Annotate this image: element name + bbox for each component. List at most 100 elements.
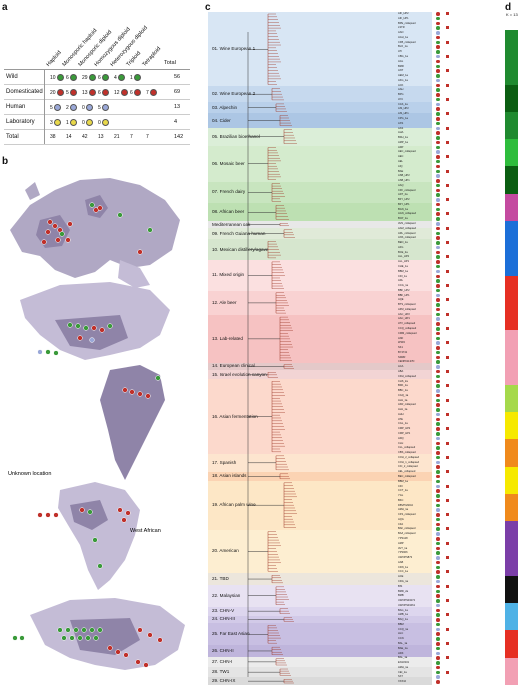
isolate-marker [436,622,440,627]
leaf-label: CCQ_1a [398,627,409,631]
isolate-marker [436,627,440,632]
isolate-marker [436,350,440,355]
leaf-label: CMP_HP2 [398,427,411,431]
isolate-marker-secondary [446,83,449,87]
table-cell: 4 [114,74,125,81]
isolate-dot [157,637,163,643]
leaf-label: COH_2_collapsed [398,455,420,459]
isolate-marker-secondary [446,179,449,182]
isolate-marker [436,207,440,212]
table-cell: 6 [66,74,77,81]
isolate-marker [436,560,440,565]
row-total: 56 [174,74,181,80]
isolate-marker-secondary [446,346,449,349]
clade-band: Mediterranean oak [208,221,432,228]
leaf-label: CEI_1a [398,670,407,674]
isolate-marker [436,217,440,221]
clade-label: 04. Cider [212,117,231,123]
isolate-marker [436,331,440,336]
map-americas [20,282,170,480]
isolate-marker [436,398,440,403]
isolate-marker-secondary [446,604,449,607]
category-dot [56,89,64,96]
category-dot [133,89,141,96]
isolate-marker [436,54,440,59]
isolate-marker [436,541,440,546]
isolate-marker-secondary [446,322,449,325]
isolate-marker [436,188,440,193]
structure-segment [505,603,518,631]
isolate-dot [55,237,61,243]
leaf-label: AAB [398,560,404,564]
isolate-dot [85,635,91,641]
isolate-marker [436,422,440,426]
isolate-marker [436,16,440,21]
leaf-label: AIS_HP2 [398,107,409,111]
leaf-label: AGN_collapsed [398,212,417,216]
table-cell: 14 [66,134,72,140]
isolate-marker [436,427,440,431]
clade-band: 17. Spanish [208,453,432,472]
isolate-marker-secondary [446,203,449,206]
leaf-label: CIC_2_collapsed [398,465,418,469]
isolate-marker-secondary [446,666,449,669]
isolate-marker-secondary [446,140,449,144]
leaf-label: AKG_1a [398,78,408,82]
isolate-dot [121,517,127,523]
isolate-marker [436,369,440,374]
isolate-marker [436,307,440,312]
leaf-label: BMB [398,594,404,598]
leaf-label: BTS_collapsed [398,303,416,307]
isolate-marker [436,293,440,298]
isolate-marker [436,226,440,231]
leaf-label: CBG_1a [398,54,408,58]
isolate-marker-secondary [446,36,449,39]
isolate-dot [137,627,143,633]
isolate-marker [436,527,440,531]
isolate-dot [65,237,71,243]
isolate-marker [436,322,440,326]
isolate-marker-secondary [446,303,449,306]
leaf-label: ATI [398,50,402,54]
isolate-dot [67,322,73,328]
leaf-label: AIQ [398,164,403,168]
row-label: Laboratory [6,119,35,125]
isolate-marker [436,317,440,321]
isolate-marker [436,360,440,364]
isolate-marker [436,403,440,407]
leaf-label: AXS [398,121,404,125]
isolate-dot [77,635,83,641]
leaf-label: ASB_HP1 [398,179,410,183]
isolate-marker [436,412,440,417]
leaf-label: AAH [398,88,404,92]
isolate-marker [436,155,440,159]
isolate-marker [436,183,440,188]
isolate-marker-secondary [446,398,449,402]
leaf-label: CFA [398,522,404,526]
table-cell: 29 [82,74,96,81]
leaf-label: CCN [398,637,404,641]
leaf-label: BBF_HP1 [398,293,410,297]
leaf-label: BIS [398,584,403,588]
k-label: K = 13 [506,12,518,17]
isolate-marker [436,117,440,121]
leaf-label: AIF_HP1 [398,16,409,20]
isolate-marker [436,632,440,636]
leaf-label: YGL [398,494,404,498]
leaf-label: CDI_1a [398,274,407,278]
isolate-dot [41,239,47,245]
isolate-marker [436,594,440,598]
leaf-label: ATE [398,417,403,421]
leaf-label: BEC_collapsed [398,474,416,478]
leaf-label: CGL_1a [398,422,408,426]
isolate-marker-secondary [446,455,449,459]
isolate-marker [436,436,440,441]
isolate-marker [436,484,440,489]
isolate-marker-secondary [446,312,449,316]
isolate-marker-secondary [446,112,449,116]
leaf-label: CHE_1a [398,264,408,268]
isolate-dot [155,375,161,381]
column-header: Tetraploid [141,45,163,68]
isolate-dot [53,350,59,356]
structure-segment [505,30,518,58]
